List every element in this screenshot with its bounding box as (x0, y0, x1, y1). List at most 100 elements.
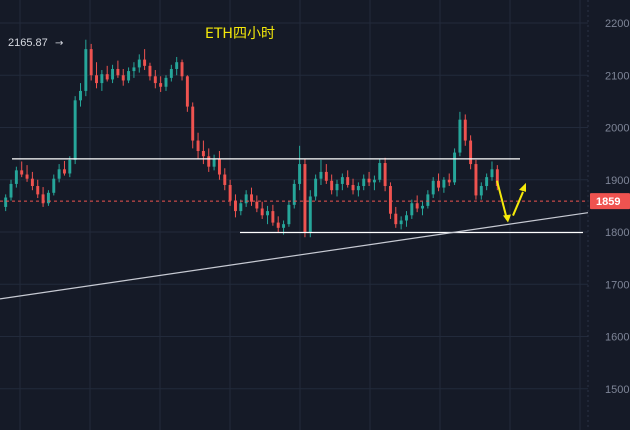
high-price-arrow-icon: → (55, 38, 63, 49)
candle (351, 178, 355, 195)
candle-body (362, 178, 366, 187)
candle-body (266, 211, 270, 216)
candle (303, 158, 307, 238)
candle-body (469, 140, 473, 165)
projection-up-stroke (512, 191, 524, 216)
candle-body (30, 178, 34, 187)
candle (84, 39, 88, 97)
candle (378, 158, 382, 183)
candle (442, 177, 446, 193)
price-axis: 2200 2100 2000 1900 1800 1700 1600 1500 1859 (590, 18, 630, 396)
candle (116, 60, 120, 78)
candle (223, 168, 227, 191)
candle-body (351, 184, 355, 191)
candle (239, 199, 243, 216)
candle-body (314, 178, 318, 197)
candle (68, 156, 72, 178)
candle-body (175, 62, 179, 69)
chart-title: ETH四小时 (205, 26, 275, 42)
candle-body (153, 76, 157, 84)
candle (266, 205, 270, 225)
candle (20, 161, 24, 178)
candle (335, 179, 339, 197)
candle (287, 200, 291, 227)
candle (180, 59, 184, 81)
candle-body (217, 158, 221, 175)
price-axis-tick: 2100 (605, 70, 629, 82)
candle-body (212, 158, 216, 167)
candle-body (495, 169, 499, 187)
candle-body (9, 183, 13, 198)
candle (201, 140, 205, 165)
candle (410, 199, 414, 219)
candle-body (84, 49, 88, 91)
candle-body (164, 77, 168, 87)
candle-body (255, 201, 259, 209)
candle (244, 190, 248, 207)
candle-body (378, 163, 382, 180)
candle (62, 160, 66, 176)
candle (41, 187, 45, 207)
candle-body (388, 186, 392, 214)
candle-body (52, 178, 56, 193)
candle (159, 76, 163, 92)
candle-body (201, 151, 205, 157)
candle-body (159, 83, 163, 87)
candle (9, 179, 13, 201)
candle (394, 206, 398, 228)
candle (308, 190, 312, 238)
candle-body (447, 179, 451, 183)
candle-body (79, 90, 82, 101)
candle (431, 177, 435, 199)
candle (474, 159, 478, 200)
candle (196, 132, 200, 159)
candle-body (276, 222, 280, 228)
candle-body (431, 180, 435, 195)
candle (255, 195, 259, 213)
candle-body (239, 203, 243, 212)
candle (319, 159, 323, 185)
candle-body (421, 205, 424, 209)
candle-body (41, 194, 45, 204)
price-axis-tick: 1600 (605, 332, 629, 344)
candle-body (228, 184, 232, 201)
candle-body (143, 59, 147, 66)
candle (405, 211, 408, 227)
annotation-lines (0, 158, 589, 300)
candle (458, 111, 462, 157)
candle-body (453, 152, 457, 183)
candle (143, 49, 147, 71)
candle-body (415, 203, 419, 209)
candle (340, 173, 344, 191)
candle (426, 190, 430, 209)
candle-body (180, 62, 184, 77)
candle (30, 171, 34, 191)
candle-body (340, 177, 344, 184)
candle-body (250, 194, 253, 202)
candle-body (490, 169, 494, 178)
candle-body (105, 74, 109, 80)
candle-body (437, 180, 441, 188)
candle (111, 64, 115, 84)
candle (36, 179, 40, 199)
candle (79, 83, 82, 107)
candle-body (207, 156, 211, 167)
candle (207, 148, 211, 172)
current-price-badge (590, 193, 630, 210)
candle-body (298, 164, 302, 184)
candle (57, 164, 61, 183)
candle (415, 195, 419, 213)
candle (260, 201, 264, 219)
candle (153, 70, 157, 89)
candle (356, 182, 360, 197)
candle-body (111, 68, 115, 80)
candle (233, 194, 237, 218)
candle (437, 173, 441, 192)
candle-body (95, 75, 98, 84)
candle (276, 216, 280, 232)
candle-body (57, 169, 61, 179)
candle-body (372, 179, 376, 183)
candle (148, 62, 152, 81)
